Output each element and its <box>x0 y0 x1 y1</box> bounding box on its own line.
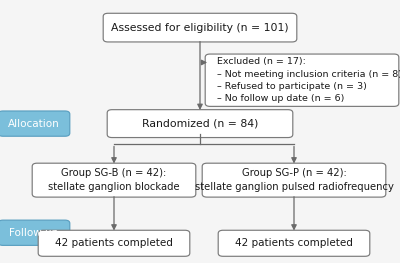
Text: 42 patients completed: 42 patients completed <box>235 238 353 248</box>
FancyBboxPatch shape <box>205 54 399 107</box>
Text: Group SG-B (n = 42):
stellate ganglion blockade: Group SG-B (n = 42): stellate ganglion b… <box>48 168 180 192</box>
Text: Excluded (n = 17):
– Not meeting inclusion criteria (n = 8)
– Refused to partici: Excluded (n = 17): – Not meeting inclusi… <box>217 58 400 103</box>
FancyBboxPatch shape <box>32 163 196 197</box>
FancyBboxPatch shape <box>0 111 70 136</box>
Text: 42 patients completed: 42 patients completed <box>55 238 173 248</box>
FancyBboxPatch shape <box>103 13 297 42</box>
Text: Randomized (n = 84): Randomized (n = 84) <box>142 119 258 129</box>
Text: Follow up: Follow up <box>9 228 59 238</box>
Text: Assessed for eligibility (n = 101): Assessed for eligibility (n = 101) <box>111 23 289 33</box>
FancyBboxPatch shape <box>218 230 370 256</box>
FancyBboxPatch shape <box>0 220 70 245</box>
FancyBboxPatch shape <box>202 163 386 197</box>
FancyBboxPatch shape <box>107 110 293 138</box>
Text: Allocation: Allocation <box>8 119 60 129</box>
FancyBboxPatch shape <box>38 230 190 256</box>
Text: Group SG-P (n = 42):
stellate ganglion pulsed radiofrequency: Group SG-P (n = 42): stellate ganglion p… <box>194 168 394 192</box>
